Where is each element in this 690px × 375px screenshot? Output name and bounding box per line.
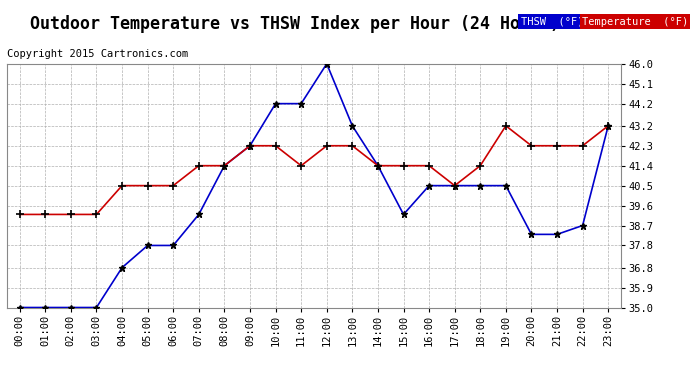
Text: THSW  (°F): THSW (°F) — [520, 17, 583, 27]
Text: Temperature  (°F): Temperature (°F) — [582, 17, 689, 27]
Text: Copyright 2015 Cartronics.com: Copyright 2015 Cartronics.com — [7, 49, 188, 59]
Text: Outdoor Temperature vs THSW Index per Hour (24 Hours)  20150425: Outdoor Temperature vs THSW Index per Ho… — [30, 15, 660, 33]
